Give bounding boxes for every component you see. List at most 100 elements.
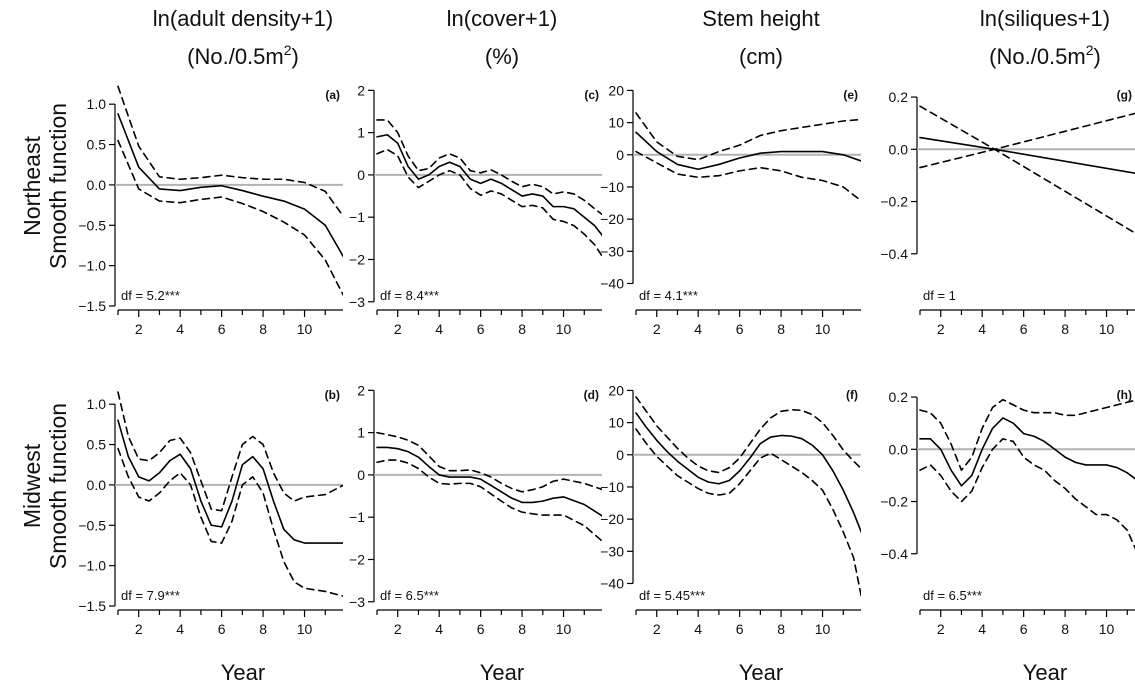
y-tick-label: −0.2 xyxy=(880,494,908,510)
confidence-band-lower xyxy=(376,459,602,542)
df-annotation: df = 7.9*** xyxy=(121,588,180,603)
panel-c: 210−1−2−32 4 6 8 10(c)df = 8.4*** xyxy=(349,82,602,337)
y-tick-label: −2 xyxy=(349,251,365,267)
panel-tag: (f) xyxy=(846,388,858,402)
panel-tag: (c) xyxy=(584,88,599,102)
confidence-band-lower xyxy=(919,105,1135,234)
x-tick-label: 10 xyxy=(1099,621,1115,637)
y-tick-label: 1 xyxy=(357,425,365,441)
panel-f: 20 10 0 −10 −20 −30 −40 2 4 6 8 10 (f) df = 5.45*** xyxy=(600,382,861,637)
y-tick-label: −1.5 xyxy=(78,298,106,314)
column-header-2-line1: ln(cover+1) xyxy=(447,6,558,31)
confidence-band-lower xyxy=(635,428,861,600)
x-tick-label: 6 xyxy=(218,321,226,337)
panel-tag: (g) xyxy=(1117,88,1132,102)
column-header-1-line1: ln(adult density+1) xyxy=(153,6,333,31)
x-tick-label: 2 xyxy=(394,621,402,637)
confidence-band-upper xyxy=(376,431,602,493)
confidence-band-lower xyxy=(919,438,1135,550)
x-axis-label-col3: Year xyxy=(739,660,783,685)
series-group xyxy=(376,119,602,258)
y-tick-label: 0.0 xyxy=(889,441,909,457)
panel-tag: (d) xyxy=(584,388,599,402)
y-tick-label: −1.0 xyxy=(78,258,106,274)
y-tick-label: 0 xyxy=(616,147,624,163)
x-tick-label: 10 xyxy=(815,321,831,337)
x-tick-label: 6 xyxy=(736,321,744,337)
smooth-estimate-line xyxy=(376,133,602,237)
x-tick-label: 6 xyxy=(218,621,226,637)
x-tick-label: 8 xyxy=(1061,621,1069,637)
x-tick-label: 4 xyxy=(176,621,184,637)
x-tick-label: 8 xyxy=(259,621,267,637)
y-tick-label: −0.5 xyxy=(78,517,106,533)
y-tick-label: 20 xyxy=(608,82,624,98)
confidence-band-upper xyxy=(635,396,861,474)
x-tick-label: 10 xyxy=(556,621,572,637)
series-group xyxy=(919,398,1135,550)
x-tick-label: 8 xyxy=(518,621,526,637)
row-header-1-region: Northeast xyxy=(19,136,45,236)
y-tick-label: 0.2 xyxy=(889,389,909,405)
x-tick-label: 2 xyxy=(937,321,945,337)
x-tick-label: 4 xyxy=(435,621,443,637)
x-tick-label: 4 xyxy=(978,321,986,337)
y-tick-label: −1 xyxy=(349,509,365,525)
series-group xyxy=(117,391,343,597)
y-tick-label: 10 xyxy=(608,415,624,431)
panel-tag: (b) xyxy=(325,388,340,402)
y-tick-label: 2 xyxy=(357,382,365,398)
panel-h: 0.2 0.0 −0.2 −0.4 2 4 6 8 10 (h) df = 6.5*** xyxy=(880,388,1135,637)
y-tick-label: −40 xyxy=(600,575,624,591)
y-tick-label: −40 xyxy=(600,275,624,291)
x-tick-label: 10 xyxy=(297,621,313,637)
x-tick-label: 10 xyxy=(556,321,572,337)
column-header-4-line1: ln(siliques+1) xyxy=(980,6,1110,31)
x-tick-label: 10 xyxy=(1099,321,1115,337)
row-header-2-region: Midwest xyxy=(19,443,45,528)
y-tick-label: 0.5 xyxy=(87,437,107,453)
column-header-1-tail: ) xyxy=(292,44,299,69)
confidence-band-upper xyxy=(117,85,343,218)
x-tick-label: 8 xyxy=(777,321,785,337)
x-tick-label: 8 xyxy=(518,321,526,337)
panel-d: 210−1−2−32 4 6 8 10(d)df = 6.5*** xyxy=(349,382,602,637)
y-tick-label: −0.4 xyxy=(880,546,908,562)
panels: 1.00.50.0−0.5−1.0−1.52 4 6 8 10(a)df = 5.2**… xyxy=(78,82,1135,637)
confidence-band-upper xyxy=(376,119,602,216)
y-tick-label: −1 xyxy=(349,209,365,225)
x-axis-label-col1: Year xyxy=(221,660,265,685)
series-group xyxy=(919,105,1135,234)
panel-a: 1.0 0.5 0.0 −0.5 −1.0 −1.5 2 4 6 8 10 (a) df = 5.2**… xyxy=(78,85,343,337)
x-tick-label: 4 xyxy=(694,621,702,637)
y-tick-label: −2 xyxy=(349,551,365,567)
y-tick-label: −1.5 xyxy=(78,598,106,614)
panel-tag: (e) xyxy=(843,88,858,102)
panel-e: 20 10 0 −10 −20 −30 −40 2 4 6 8 10 (e) df = 4.1*** xyxy=(600,82,861,337)
df-annotation: df = 6.5*** xyxy=(380,588,439,603)
column-header-2-line2: (%) xyxy=(485,44,519,69)
x-tick-label: 8 xyxy=(1061,321,1069,337)
panel-tag: (h) xyxy=(1117,388,1132,402)
x-tick-label: 6 xyxy=(477,621,485,637)
x-tick-label: 2 xyxy=(653,321,661,337)
x-tick-label: 2 xyxy=(135,321,143,337)
x-tick-label: 6 xyxy=(477,321,485,337)
panel-g: 0.2 0.0 −0.2 −0.4 2 4 6 8 10 (g) df = 1 xyxy=(880,88,1135,337)
row-header-2-label: Smooth function xyxy=(45,403,71,569)
y-tick-label: −20 xyxy=(600,211,624,227)
y-tick-label: 2 xyxy=(357,82,365,98)
df-annotation: df = 5.45*** xyxy=(639,588,705,603)
series-group xyxy=(376,431,602,542)
y-tick-label: −10 xyxy=(600,479,624,495)
y-tick-label: −1.0 xyxy=(78,558,106,574)
x-tick-label: 10 xyxy=(297,321,313,337)
column-headers: ln(adult density+1) (No./0.5m2) ln(cover… xyxy=(153,6,1110,69)
y-tick-label: 0 xyxy=(616,447,624,463)
y-tick-label: −20 xyxy=(600,511,624,527)
x-tick-label: 8 xyxy=(259,321,267,337)
y-tick-label: −0.5 xyxy=(78,217,106,233)
df-annotation: df = 6.5*** xyxy=(923,588,982,603)
x-tick-label: 2 xyxy=(135,621,143,637)
panel-tag: (a) xyxy=(325,88,340,102)
